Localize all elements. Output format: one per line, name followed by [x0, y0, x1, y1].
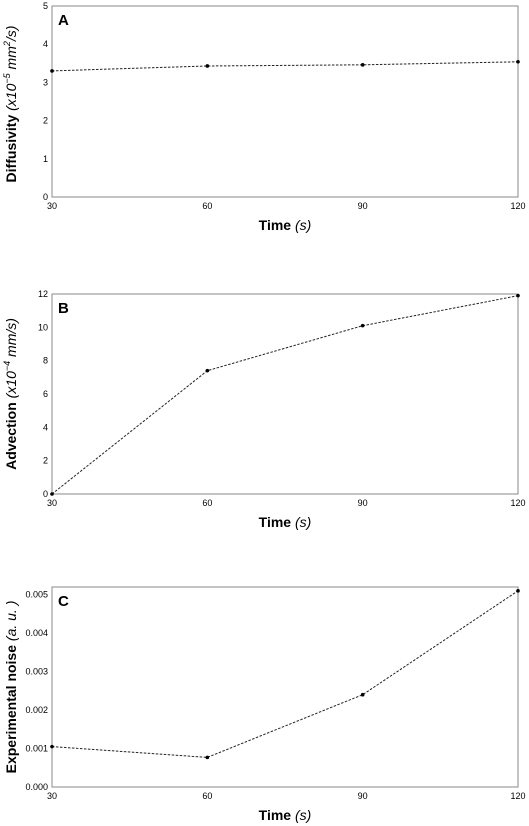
y-tick-label: 4 — [43, 422, 48, 432]
y-tick-label: 0.004 — [25, 628, 48, 638]
data-point — [205, 368, 210, 373]
series-line — [51, 295, 519, 495]
y-tick-label: 12 — [38, 289, 48, 299]
plot-frame — [51, 586, 519, 788]
chart-panel-a: A 0 1 2 3 4 5 30 60 90 120 Time (s) Diffusivity (x10… — [2, 1, 526, 233]
panel-label: C — [58, 593, 69, 610]
data-point — [516, 59, 520, 64]
x-tick-label: 90 — [358, 498, 368, 508]
x-tick-label: 120 — [510, 791, 525, 801]
data-point — [360, 63, 365, 67]
data-point — [360, 323, 365, 328]
y-tick-label: 0.000 — [25, 782, 48, 792]
y-axis-label: Diffusivity (x10−5 mm2/s) — [2, 26, 19, 183]
y-tick-label: 0.005 — [25, 590, 48, 600]
x-axis-label: Time (s) — [259, 807, 312, 823]
x-tick-label: 90 — [358, 201, 368, 211]
y-axis-label: Advection (x10−4 mm/s) — [2, 318, 19, 470]
x-tick-label: 120 — [510, 201, 525, 211]
y-axis-label: Experimental noise (a. u. ) — [3, 601, 19, 774]
x-tick-label: 30 — [47, 201, 57, 211]
x-axis-label: Time (s) — [259, 514, 312, 530]
y-tick-label: 0.002 — [25, 705, 48, 715]
x-tick-label: 60 — [202, 791, 212, 801]
data-point — [516, 589, 520, 593]
y-tick-label: 2 — [43, 116, 48, 126]
plot-frame — [51, 5, 519, 198]
x-tick-label: 120 — [510, 498, 525, 508]
panel-label: B — [58, 300, 69, 317]
y-tick-label: 4 — [43, 39, 48, 49]
y-tick-label: 8 — [43, 356, 48, 366]
data-point — [516, 293, 520, 298]
y-tick-label: 0 — [43, 192, 48, 202]
y-tick-label: 10 — [38, 322, 48, 332]
y-tick-label: 0.003 — [25, 667, 48, 677]
y-tick-label: 3 — [43, 77, 48, 87]
data-point — [50, 492, 54, 496]
data-point — [205, 64, 210, 68]
y-tick-label: 2 — [43, 456, 48, 466]
panel-label: A — [58, 12, 69, 29]
data-point — [360, 692, 365, 697]
data-point — [50, 69, 54, 73]
x-tick-label: 60 — [202, 498, 212, 508]
x-tick-label: 30 — [47, 791, 57, 801]
x-tick-label: 90 — [358, 791, 368, 801]
plot-frame — [51, 293, 519, 495]
x-tick-label: 60 — [202, 201, 212, 211]
chart-panel-b: B 0 2 4 6 8 10 12 30 60 90 120 Time (s) Advection (x1… — [2, 289, 526, 530]
x-axis-label: Time (s) — [259, 217, 312, 233]
y-tick-label: 6 — [43, 389, 48, 399]
series-line — [51, 590, 519, 758]
data-point — [205, 755, 210, 760]
x-tick-label: 30 — [47, 498, 57, 508]
data-point — [50, 744, 54, 749]
y-tick-label: 5 — [43, 1, 48, 11]
chart-panel-c: C 0.000 0.001 0.002 0.003 0.004 0.005 30 60 90 120… — [3, 586, 526, 823]
y-tick-label: 0 — [43, 489, 48, 499]
y-tick-label: 1 — [43, 154, 48, 164]
series-line — [51, 61, 519, 72]
y-tick-label: 0.001 — [25, 744, 48, 754]
